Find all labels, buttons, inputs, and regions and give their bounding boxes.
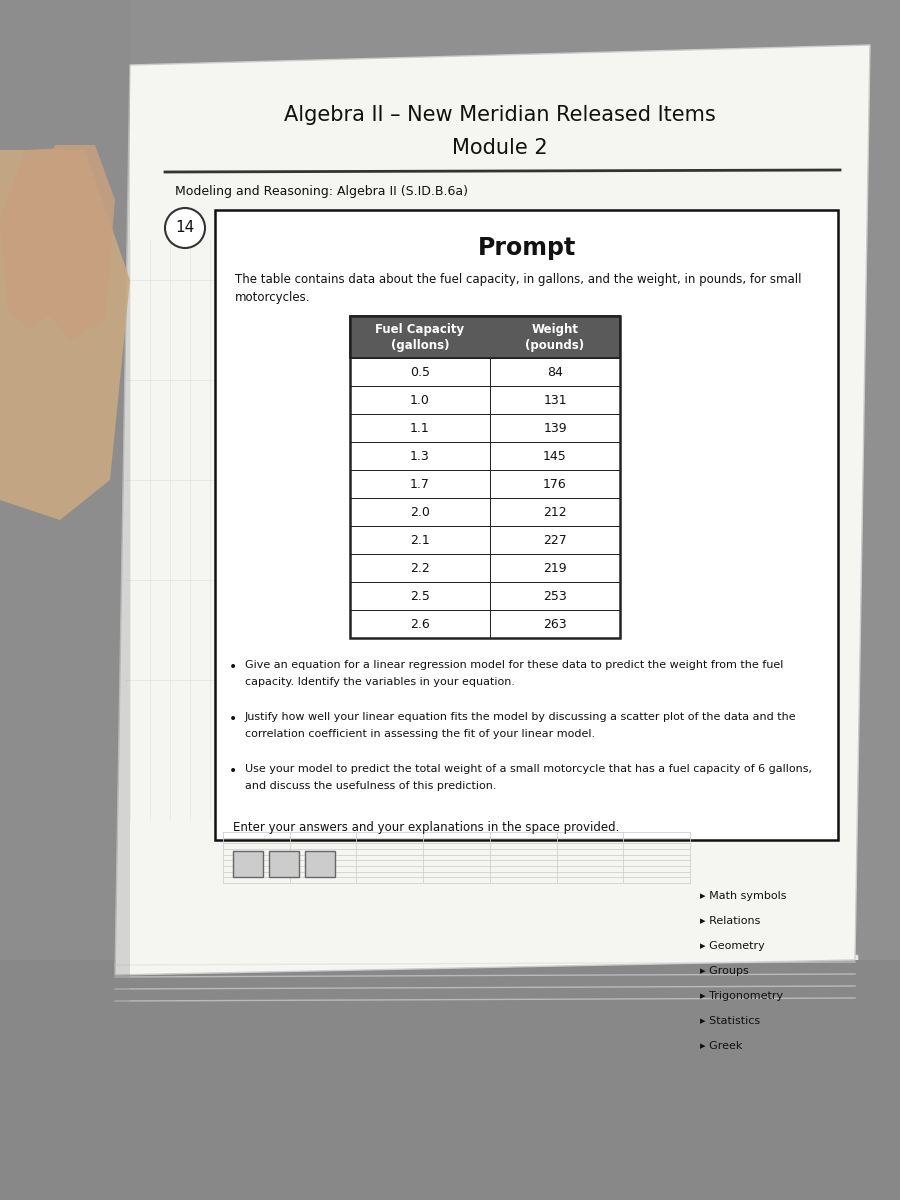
FancyBboxPatch shape	[350, 554, 620, 582]
Text: 2.2: 2.2	[410, 562, 430, 575]
FancyBboxPatch shape	[124, 811, 836, 1200]
FancyBboxPatch shape	[0, 960, 900, 1200]
FancyBboxPatch shape	[350, 316, 620, 358]
Text: Enter your answers and your explanations in the space provided.: Enter your answers and your explanations…	[233, 821, 619, 834]
FancyBboxPatch shape	[350, 442, 620, 470]
Polygon shape	[0, 150, 130, 520]
Text: 1.1: 1.1	[410, 421, 430, 434]
Text: (gallons): (gallons)	[391, 338, 449, 352]
Text: 84: 84	[547, 366, 562, 378]
FancyBboxPatch shape	[350, 526, 620, 554]
Circle shape	[165, 208, 205, 248]
FancyBboxPatch shape	[350, 582, 620, 610]
Text: •: •	[229, 712, 237, 726]
Text: 2.6: 2.6	[410, 618, 430, 630]
FancyBboxPatch shape	[269, 851, 299, 877]
Text: ▸ Groups: ▸ Groups	[700, 966, 749, 976]
Text: 0.5: 0.5	[410, 366, 430, 378]
FancyBboxPatch shape	[350, 414, 620, 442]
FancyBboxPatch shape	[305, 851, 335, 877]
Text: ▸ Relations: ▸ Relations	[700, 916, 760, 926]
FancyBboxPatch shape	[350, 498, 620, 526]
Text: 212: 212	[544, 505, 567, 518]
Text: and discuss the usefulness of this prediction.: and discuss the usefulness of this predi…	[245, 781, 497, 791]
Text: Algebra II – New Meridian Released Items: Algebra II – New Meridian Released Items	[284, 104, 716, 125]
Text: •: •	[229, 660, 237, 674]
Text: 176: 176	[543, 478, 567, 491]
Text: Give an equation for a linear regression model for these data to predict the wei: Give an equation for a linear regression…	[245, 660, 783, 670]
Text: ▸ Statistics: ▸ Statistics	[700, 1016, 760, 1026]
Text: 227: 227	[543, 534, 567, 546]
FancyBboxPatch shape	[130, 805, 830, 1200]
Text: 1.0: 1.0	[410, 394, 430, 407]
FancyBboxPatch shape	[350, 358, 620, 386]
FancyBboxPatch shape	[233, 851, 263, 877]
Text: Prompt: Prompt	[477, 236, 576, 260]
FancyBboxPatch shape	[215, 210, 838, 840]
Text: correlation coefficient in assessing the fit of your linear model.: correlation coefficient in assessing the…	[245, 728, 595, 739]
Text: capacity. Identify the variables in your equation.: capacity. Identify the variables in your…	[245, 677, 515, 686]
Text: 1.3: 1.3	[410, 450, 430, 462]
FancyBboxPatch shape	[350, 470, 620, 498]
Text: (pounds): (pounds)	[526, 338, 585, 352]
Polygon shape	[115, 44, 870, 974]
FancyBboxPatch shape	[118, 817, 842, 1200]
Polygon shape	[0, 148, 62, 330]
Text: 219: 219	[544, 562, 567, 575]
FancyBboxPatch shape	[350, 386, 620, 414]
Polygon shape	[35, 145, 115, 340]
Text: ▸ Math symbols: ▸ Math symbols	[700, 890, 787, 901]
Text: ▸ Greek: ▸ Greek	[700, 1040, 742, 1051]
Text: Weight: Weight	[532, 323, 579, 336]
Text: Justify how well your linear equation fits the model by discussing a scatter plo: Justify how well your linear equation fi…	[245, 712, 796, 722]
Text: 2.5: 2.5	[410, 589, 430, 602]
Text: 2.0: 2.0	[410, 505, 430, 518]
Text: 131: 131	[544, 394, 567, 407]
Text: The table contains data about the fuel capacity, in gallons, and the weight, in : The table contains data about the fuel c…	[235, 274, 802, 287]
Text: ▸ Trigonometry: ▸ Trigonometry	[700, 991, 783, 1001]
Text: 1.7: 1.7	[410, 478, 430, 491]
FancyBboxPatch shape	[0, 0, 130, 1200]
Text: 263: 263	[544, 618, 567, 630]
FancyBboxPatch shape	[121, 814, 839, 1200]
Text: 14: 14	[176, 221, 194, 235]
Text: 139: 139	[544, 421, 567, 434]
Text: •: •	[229, 764, 237, 778]
Text: motorcycles.: motorcycles.	[235, 292, 310, 305]
Text: Use your model to predict the total weight of a small motorcycle that has a fuel: Use your model to predict the total weig…	[245, 764, 812, 774]
Text: 145: 145	[543, 450, 567, 462]
Text: Modeling and Reasoning: Algebra II (S.ID.B.6a): Modeling and Reasoning: Algebra II (S.ID…	[175, 186, 468, 198]
Polygon shape	[115, 955, 860, 1115]
Text: 2.1: 2.1	[410, 534, 430, 546]
FancyBboxPatch shape	[350, 610, 620, 638]
FancyBboxPatch shape	[127, 808, 833, 1200]
Text: Module 2: Module 2	[452, 138, 548, 158]
Text: Fuel Capacity: Fuel Capacity	[375, 323, 464, 336]
Text: 253: 253	[543, 589, 567, 602]
Text: ▸ Geometry: ▸ Geometry	[700, 941, 765, 950]
